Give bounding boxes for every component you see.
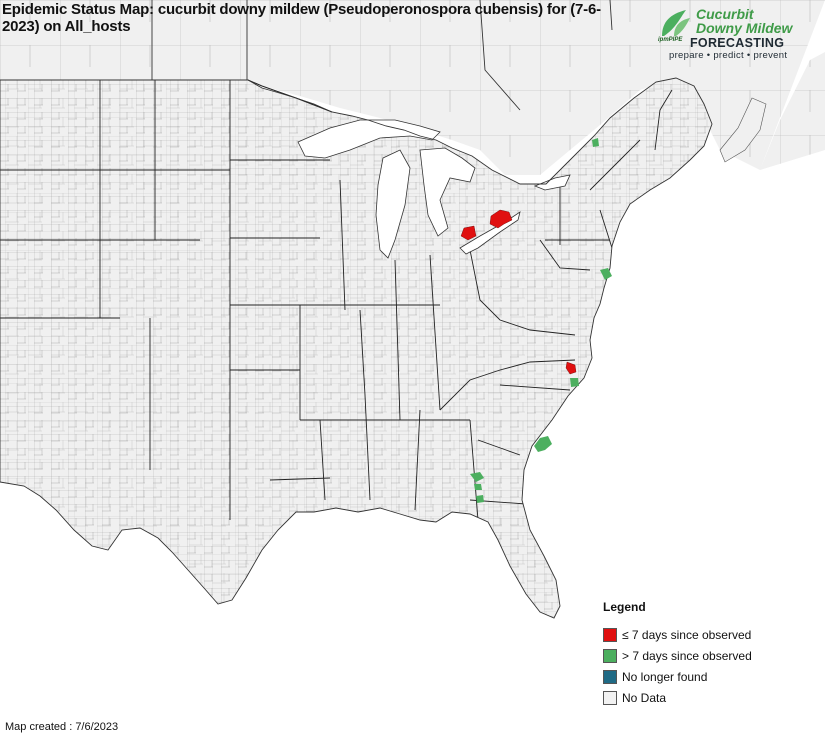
ipmpipe-mark: ipmPIPE [658,37,683,43]
older-ga-county-1 [470,472,484,482]
map-created-date: Map created : 7/6/2023 [5,721,119,733]
older-vermont-county [592,138,599,147]
legend-title: Legend [603,600,646,614]
recent-nc-county [565,361,577,375]
legend-label: No longer found [622,669,708,684]
legend-item: ≤ 7 days since observed [603,624,813,645]
recent-ohio-county [460,225,477,241]
legend-swatch [603,669,617,684]
leaf-icon [662,10,690,36]
legend-label: ≤ 7 days since observed [622,627,752,642]
logo-tagline: prepare • predict • prevent [669,50,788,61]
legend-item: No longer found [603,666,813,687]
legend-item: > 7 days since observed [603,645,813,666]
older-sc-coast [534,436,552,452]
legend-label: > 7 days since observed [622,648,752,663]
cdm-forecasting-logo: ipmPIPE Cucurbit Downy Mildew FORECASTIN… [656,6,816,62]
older-nj-county [600,268,612,280]
older-ga-county-2 [474,484,482,490]
logo-forecasting: FORECASTING [690,36,785,50]
legend-swatch [603,690,617,705]
observation-markers [460,138,612,503]
legend-item: No Data [603,687,813,708]
logo-cucurbit: Cucurbit [696,6,754,22]
map-title: Epidemic Status Map: cucurbit downy mild… [2,1,601,35]
recent-ny-erie-counties [489,209,513,229]
older-ga-county-3 [476,495,484,503]
map-legend: Legend ≤ 7 days since observed > 7 days s… [603,600,813,708]
legend-swatch [603,648,617,663]
legend-label: No Data [622,690,667,705]
legend-swatch [603,627,617,642]
logo-downy-mildew: Downy Mildew [696,20,793,36]
older-nc-county [570,378,579,387]
